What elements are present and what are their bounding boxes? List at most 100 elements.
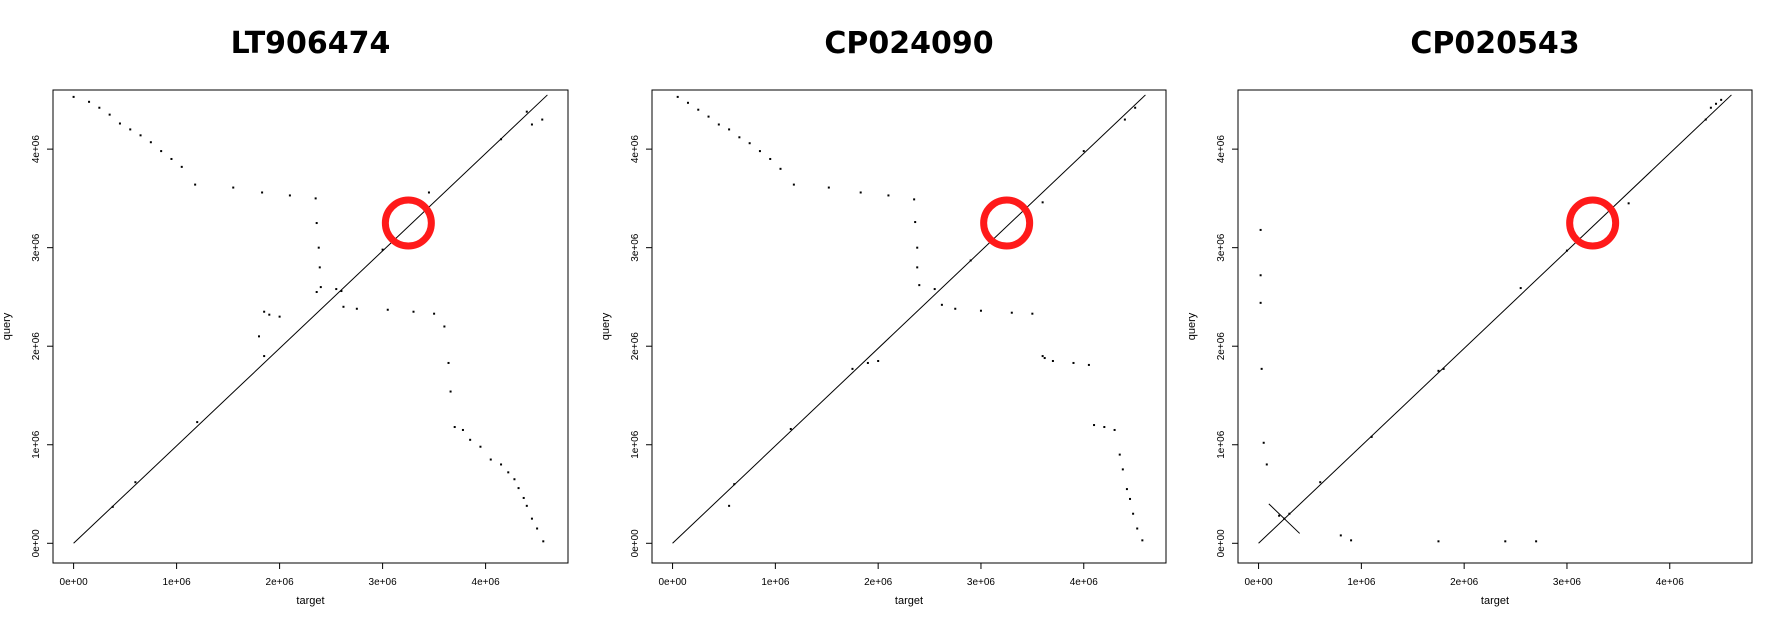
alignment-point <box>1123 118 1126 121</box>
alignment-point <box>232 186 235 189</box>
x-axis-label: target <box>296 595 324 607</box>
alignment-point <box>541 118 544 121</box>
alignment-point <box>827 186 830 189</box>
plot-frame <box>651 89 1167 564</box>
alignment-point <box>288 194 291 197</box>
alignment-point <box>1103 426 1106 429</box>
alignment-point <box>1118 453 1121 456</box>
axis-ticks: 0e+00 1e+06 2e+06 3e+06 4e+06 0e+00 1e+06 2e+06… <box>630 135 1098 588</box>
alignment-point <box>933 288 936 291</box>
alignment-point <box>453 426 456 429</box>
alignment-point <box>319 286 322 289</box>
alignment-point <box>513 478 516 481</box>
alignment-point <box>318 266 321 269</box>
x-tick-label: 4e+06 <box>1656 577 1685 588</box>
alignment-point <box>1627 202 1630 205</box>
alignment-point <box>1134 106 1137 109</box>
alignment-point <box>542 540 545 543</box>
alignment-point <box>342 305 345 308</box>
alignment-point <box>443 325 446 328</box>
y-tick-label: 4e+06 <box>31 135 42 164</box>
alignment-point <box>738 136 741 139</box>
alignment-point <box>918 284 921 287</box>
plot-marks <box>672 94 1146 544</box>
alignment-point <box>1010 311 1013 314</box>
alignment-point <box>1141 539 1144 542</box>
alignment-point <box>851 367 854 370</box>
y-tick-label: 2e+06 <box>31 332 42 361</box>
alignment-point <box>859 191 862 194</box>
alignment-point <box>1265 463 1268 466</box>
alignment-point <box>916 246 919 249</box>
y-tick-label: 1e+06 <box>1216 430 1227 459</box>
alignment-point <box>954 307 957 310</box>
alignment-point <box>427 191 430 194</box>
panel-title: CP020543 <box>1410 26 1579 61</box>
y-tick-label: 1e+06 <box>31 430 42 459</box>
alignment-point <box>160 150 163 153</box>
alignment-point <box>1504 540 1507 543</box>
alignment-point <box>469 438 472 441</box>
alignment-point <box>1319 481 1322 484</box>
alignment-point <box>789 427 792 430</box>
y-tick-label: 1e+06 <box>630 430 641 459</box>
alignment-point <box>728 128 731 131</box>
alignment-point <box>1278 514 1281 517</box>
x-tick-label: 4e+06 <box>472 577 501 588</box>
alignment-point <box>525 110 528 113</box>
alignment-point <box>733 483 736 486</box>
alignment-point <box>149 141 152 144</box>
alignment-point <box>1072 361 1075 364</box>
alignment-point <box>134 481 137 484</box>
x-tick-label: 0e+00 <box>1245 577 1274 588</box>
x-tick-label: 2e+06 <box>266 577 295 588</box>
alignment-point <box>914 221 917 224</box>
x-tick-label: 1e+06 <box>761 577 790 588</box>
alignment-point <box>1519 287 1522 290</box>
plot-marks <box>1258 94 1732 544</box>
panel-title: LT906474 <box>231 26 391 61</box>
alignment-point <box>1350 539 1353 542</box>
alignment-point <box>1704 118 1707 121</box>
alignment-point <box>1709 106 1712 109</box>
y-tick-label: 3e+06 <box>630 233 641 262</box>
x-tick-label: 1e+06 <box>1347 577 1376 588</box>
alignment-point <box>196 421 199 424</box>
alignment-point <box>1370 435 1373 438</box>
alignment-point <box>707 115 710 118</box>
alignment-point <box>381 248 384 251</box>
panel-title: CP024090 <box>824 26 993 61</box>
alignment-point <box>314 197 317 200</box>
alignment-point <box>278 315 281 318</box>
alignment-point <box>1129 497 1132 500</box>
alignment-point <box>479 445 482 448</box>
alignment-point <box>1259 274 1262 277</box>
alignment-point <box>1339 534 1342 537</box>
alignment-point <box>98 106 101 109</box>
axis-ticks: 0e+00 1e+06 2e+06 3e+06 4e+06 0e+00 1e+06 2e+06… <box>31 135 500 588</box>
alignment-point <box>88 100 91 103</box>
alignment-line <box>1258 94 1732 544</box>
x-tick-label: 2e+06 <box>864 577 893 588</box>
alignment-line <box>672 94 1146 544</box>
alignment-point <box>1260 367 1263 370</box>
y-tick-label: 2e+06 <box>1216 332 1227 361</box>
alignment-point <box>412 310 415 313</box>
alignment-point <box>525 504 528 507</box>
y-tick-label: 0e+00 <box>1216 529 1227 558</box>
alignment-point <box>180 165 183 168</box>
axis-ticks: 0e+00 1e+06 2e+06 3e+06 4e+06 0e+00 1e+06 2e+06… <box>1216 135 1684 588</box>
x-tick-label: 3e+06 <box>1553 577 1582 588</box>
alignment-point <box>530 123 533 126</box>
x-axis-label: target <box>895 595 923 607</box>
alignment-point <box>111 505 114 508</box>
alignment-point <box>792 183 795 186</box>
alignment-point <box>1437 540 1440 543</box>
alignment-point <box>1136 527 1139 530</box>
alignment-point <box>263 355 266 358</box>
alignment-point <box>1041 355 1044 358</box>
alignment-point <box>315 291 318 294</box>
alignment-point <box>887 194 890 197</box>
alignment-point <box>118 122 121 125</box>
alignment-point <box>355 307 358 310</box>
